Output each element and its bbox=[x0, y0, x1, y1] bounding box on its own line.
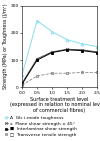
Y-axis label: Strength (MPa) or Toughness (J/m²): Strength (MPa) or Toughness (J/m²) bbox=[4, 4, 8, 89]
Legend: Δ  GIc i-mode toughness, x  Plane shear strength ± 45°, ■  Interlaminar shear st: Δ GIc i-mode toughness, x Plane shear st… bbox=[4, 115, 77, 137]
X-axis label: Surface treatment level
(expressed in relation to nominal level 1
of commercial : Surface treatment level (expressed in re… bbox=[10, 97, 100, 113]
